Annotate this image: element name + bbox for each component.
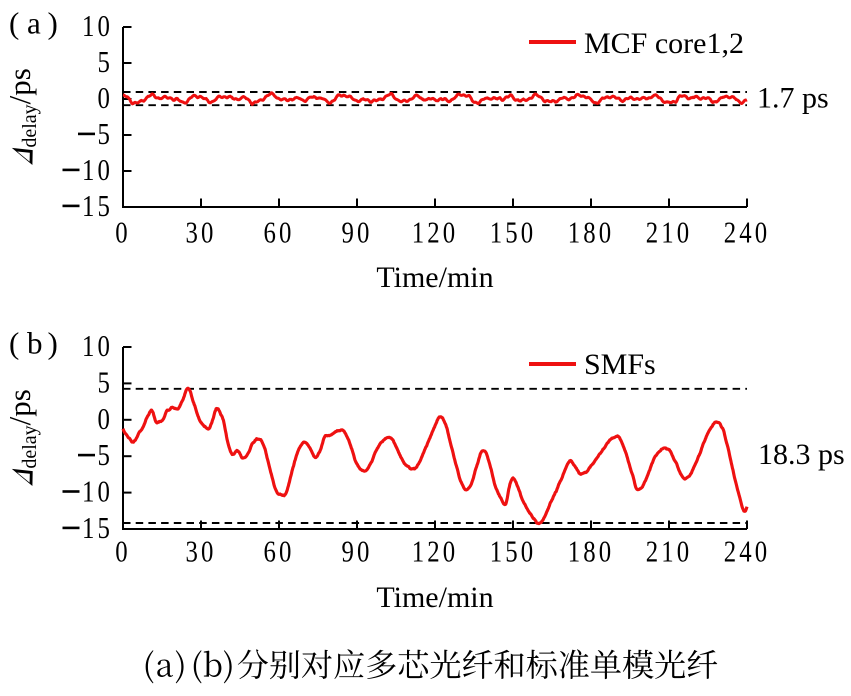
- svg-text:120: 120: [412, 535, 459, 569]
- svg-text:5: 5: [97, 366, 113, 400]
- svg-text:b: b: [27, 326, 43, 361]
- svg-text:1.7 ps: 1.7 ps: [757, 82, 829, 115]
- svg-text:(: (: [9, 326, 19, 361]
- svg-text:10: 10: [82, 329, 113, 363]
- svg-text:Δdelay/ps: Δdelay/ps: [2, 68, 41, 168]
- svg-text:Time/min: Time/min: [376, 261, 493, 294]
- svg-text:a: a: [27, 6, 41, 41]
- svg-text:30: 30: [185, 535, 216, 569]
- svg-text:10: 10: [82, 475, 113, 509]
- svg-text:Δdelay/ps: Δdelay/ps: [2, 389, 41, 489]
- svg-text:): ): [48, 6, 58, 41]
- svg-text:180: 180: [568, 216, 615, 250]
- svg-text:240: 240: [724, 535, 771, 569]
- svg-text:10: 10: [82, 153, 113, 187]
- svg-text:240: 240: [724, 216, 771, 250]
- svg-text:60: 60: [263, 216, 294, 250]
- svg-text:0: 0: [115, 535, 131, 569]
- svg-text:): ): [48, 326, 58, 361]
- svg-text:0: 0: [97, 402, 113, 436]
- svg-text:120: 120: [412, 216, 459, 250]
- svg-text:90: 90: [341, 216, 372, 250]
- svg-text:(: (: [9, 6, 19, 41]
- svg-text:60: 60: [263, 535, 294, 569]
- svg-text:MCF core1,2: MCF core1,2: [584, 27, 744, 60]
- svg-text:150: 150: [490, 216, 537, 250]
- svg-text:0: 0: [115, 216, 131, 250]
- svg-text:10: 10: [82, 9, 113, 43]
- svg-text:180: 180: [568, 535, 615, 569]
- svg-text:18.3 ps: 18.3 ps: [758, 438, 845, 471]
- svg-text:210: 210: [646, 535, 693, 569]
- svg-text:Time/min: Time/min: [376, 581, 493, 614]
- svg-text:30: 30: [185, 216, 216, 250]
- svg-text:5: 5: [97, 439, 113, 473]
- svg-text:90: 90: [341, 535, 372, 569]
- svg-text:5: 5: [97, 117, 113, 151]
- svg-text:SMFs: SMFs: [584, 348, 656, 381]
- svg-text:210: 210: [646, 216, 693, 250]
- svg-text:15: 15: [82, 511, 113, 545]
- svg-text:0: 0: [97, 81, 113, 115]
- svg-text:15: 15: [82, 189, 113, 223]
- svg-text:150: 150: [490, 535, 537, 569]
- svg-text:5: 5: [97, 45, 113, 79]
